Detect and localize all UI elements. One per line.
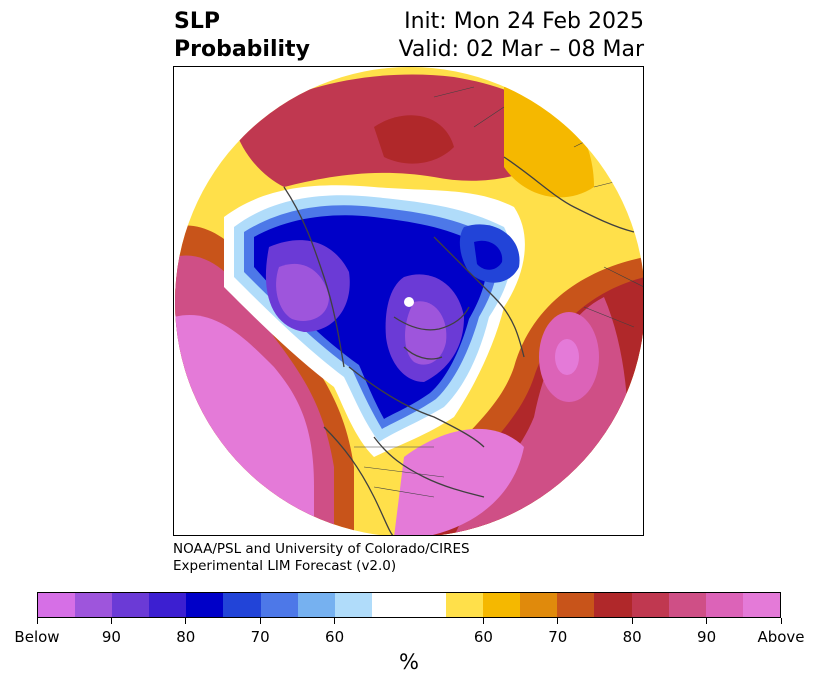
colorbar-tick-mark bbox=[110, 618, 112, 624]
title-metric: Probability bbox=[174, 37, 310, 62]
valid-range: Valid: 02 Mar – 08 Mar bbox=[398, 37, 644, 62]
region-canada-core bbox=[405, 301, 447, 365]
colorbar-cell bbox=[668, 593, 706, 617]
colorbar-cell bbox=[223, 593, 261, 617]
colorbar-cell bbox=[371, 593, 409, 617]
colorbar-cell bbox=[705, 593, 743, 617]
colorbar-tick-mark bbox=[631, 618, 633, 624]
probability-map bbox=[175, 67, 643, 535]
colorbar-cell bbox=[631, 593, 669, 617]
map-disk bbox=[175, 67, 643, 535]
map-title: SLP Probability bbox=[174, 8, 310, 64]
colorbar-tick-mark bbox=[482, 618, 484, 624]
colorbar-tick-label: 70 bbox=[548, 628, 568, 646]
colorbar-cell bbox=[334, 593, 372, 617]
colorbar-cell bbox=[186, 593, 224, 617]
region-siberia-core bbox=[276, 263, 329, 321]
colorbar-tick-mark bbox=[185, 618, 187, 624]
colorbar-tick-label: Below bbox=[14, 628, 60, 646]
colorbar-cell bbox=[483, 593, 521, 617]
credit-line-2: Experimental LIM Forecast (v2.0) bbox=[173, 558, 397, 574]
colorbar-cell bbox=[408, 593, 447, 617]
pole-hole bbox=[404, 297, 414, 307]
map-dates: Init: Mon 24 Feb 2025 Valid: 02 Mar – 08… bbox=[399, 8, 644, 64]
colorbar-cell bbox=[520, 593, 558, 617]
colorbar-cell bbox=[112, 593, 150, 617]
colorbar-cell bbox=[594, 593, 632, 617]
region-top-gold bbox=[504, 87, 594, 198]
colorbar-tick-mark bbox=[259, 618, 261, 624]
map-panel bbox=[173, 66, 644, 536]
colorbar-tick-label: 80 bbox=[622, 628, 642, 646]
colorbar-cell bbox=[260, 593, 298, 617]
colorbar-cell bbox=[75, 593, 113, 617]
colorbar-cell bbox=[557, 593, 595, 617]
colorbar-tick-label: Above bbox=[757, 628, 805, 646]
region-scandinavia-inner bbox=[474, 240, 503, 270]
colorbar-tick-label: 80 bbox=[176, 628, 196, 646]
colorbar-cell bbox=[38, 593, 76, 617]
colorbar-cell bbox=[446, 593, 484, 617]
colorbar-cell bbox=[149, 593, 187, 617]
init-date: Init: Mon 24 Feb 2025 bbox=[404, 9, 644, 34]
colorbar-tick-mark bbox=[706, 618, 708, 624]
credit-line-1: NOAA/PSL and University of Colorado/CIRE… bbox=[173, 541, 470, 557]
colorbar-tick-label: 90 bbox=[101, 628, 121, 646]
region-atlantic-center bbox=[555, 339, 579, 375]
coastlines bbox=[283, 156, 635, 535]
credit: NOAA/PSL and University of Colorado/CIRE… bbox=[173, 541, 470, 575]
colorbar-tick-mark bbox=[780, 618, 782, 624]
title-variable: SLP bbox=[174, 9, 220, 34]
colorbar-unit: % bbox=[399, 650, 419, 674]
colorbar-cell bbox=[297, 593, 335, 617]
colorbar-tick-mark bbox=[36, 618, 38, 624]
colorbar-tick-mark bbox=[557, 618, 559, 624]
colorbar-tick-mark bbox=[334, 618, 336, 624]
colorbar-tick-label: 90 bbox=[697, 628, 717, 646]
colorbar-tick-label: 70 bbox=[250, 628, 270, 646]
region-us-southeast-above bbox=[394, 428, 524, 535]
colorbar-tick-label: 60 bbox=[325, 628, 345, 646]
colorbar-cell bbox=[742, 593, 780, 617]
colorbar-tick-label: 60 bbox=[473, 628, 493, 646]
colorbar bbox=[37, 592, 781, 618]
region-arctic-russia-inner bbox=[374, 115, 454, 164]
